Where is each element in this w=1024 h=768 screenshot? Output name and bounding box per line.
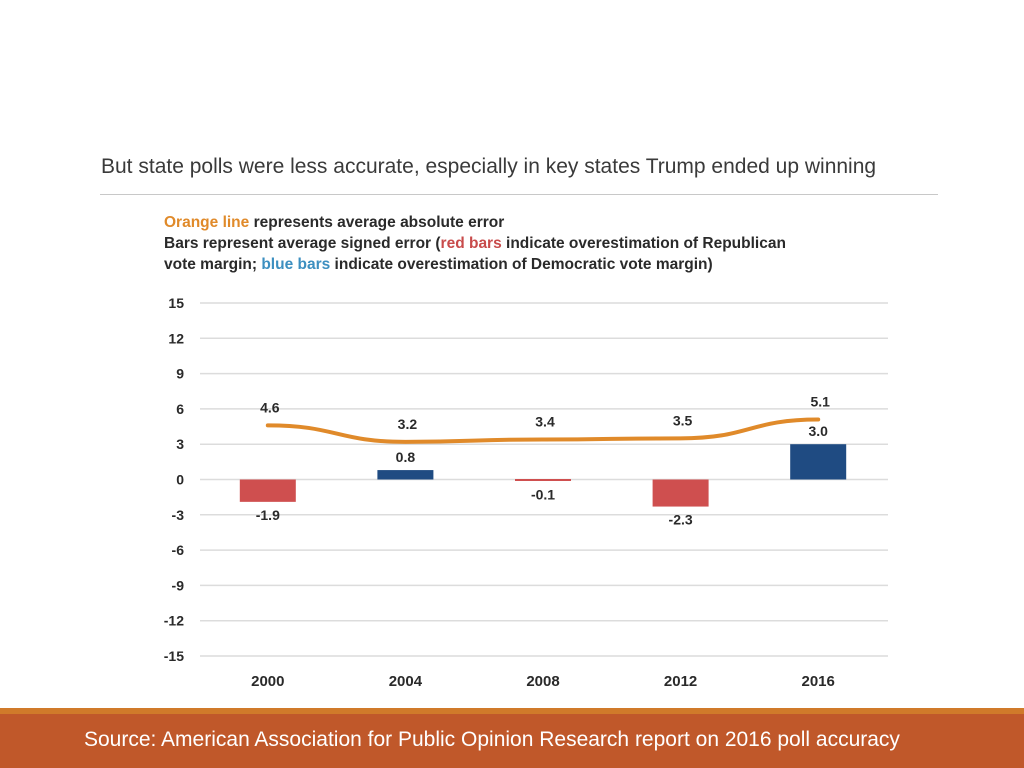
slide-title: But state polls were less accurate, espe… [101, 155, 877, 178]
legend-line1-text: represents average absolute error [249, 214, 505, 231]
y-tick-label: 15 [168, 295, 184, 311]
y-tick-label: 6 [176, 401, 184, 417]
y-tick-label: -3 [172, 507, 185, 523]
y-tick-label: 12 [168, 330, 184, 346]
bar-value-label: -1.9 [256, 507, 280, 523]
x-tick-label-2016: 2016 [802, 673, 835, 690]
y-tick-label: -12 [164, 613, 184, 629]
source-note: Source: American Association for Public … [84, 728, 900, 751]
footer-accent-line [0, 708, 1024, 714]
line-value-label: 3.2 [398, 416, 418, 432]
x-tick-label-2008: 2008 [526, 673, 559, 690]
line-value-label: 3.4 [535, 413, 555, 429]
x-tick-label-2012: 2012 [664, 673, 697, 690]
y-tick-label: -6 [172, 542, 185, 558]
bar-2008 [515, 479, 571, 481]
poll-error-chart: 15 12 9 6 3 0 -3 -6 -9 -12 -15 -1.9 0.8 -0.1 -2.3 3.0 4.… [164, 295, 888, 690]
line-value-label: 4.6 [260, 399, 280, 415]
bar-value-label: -0.1 [531, 487, 555, 503]
y-tick-label: -15 [164, 648, 184, 664]
legend-line3-text-a: vote margin; [164, 256, 262, 273]
legend-blue-bars: blue bars [261, 256, 331, 273]
bar-2012 [652, 479, 709, 507]
y-tick-label: 0 [176, 472, 184, 488]
legend-line2-text-b: indicate overestimation of Republican [501, 235, 786, 252]
bar-value-label: 0.8 [396, 449, 416, 465]
y-tick-label: 3 [176, 436, 184, 452]
line-value-label: 5.1 [810, 393, 830, 409]
bar-value-label: -2.3 [669, 512, 693, 528]
x-tick-label-2000: 2000 [251, 673, 284, 690]
legend-line-3: vote margin; blue bars indicate overesti… [164, 254, 904, 275]
absolute-error-line [265, 417, 821, 444]
legend-line3-text-b: indicate overestimation of Democratic vo… [330, 256, 713, 273]
bar-2016 [790, 444, 847, 480]
legend-orange-line: Orange line [164, 214, 250, 231]
y-tick-label: -9 [172, 577, 185, 593]
bar-2000 [239, 479, 296, 502]
legend-line-2: Bars represent average signed error (red… [164, 233, 904, 254]
chart-legend: Orange line represents average absolute … [164, 212, 904, 275]
title-divider [100, 194, 938, 195]
line-value-label: 3.5 [673, 412, 693, 428]
x-tick-label-2004: 2004 [389, 673, 423, 690]
legend-line-1: Orange line represents average absolute … [164, 212, 904, 233]
y-tick-label: 9 [176, 366, 184, 382]
footer-bar: Source: American Association for Public … [0, 714, 1024, 768]
bar-value-label: 3.0 [808, 423, 828, 439]
bar-2004 [377, 470, 434, 480]
legend-line2-text-a: Bars represent average signed error ( [164, 235, 441, 252]
legend-red-bars: red bars [440, 235, 502, 252]
